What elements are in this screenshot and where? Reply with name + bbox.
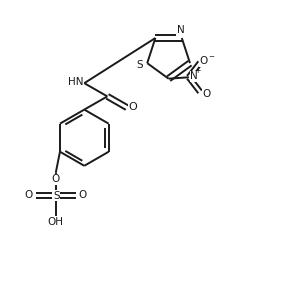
Text: O: O	[129, 102, 138, 112]
Text: O: O	[51, 174, 59, 184]
Text: O: O	[79, 190, 87, 200]
Text: O: O	[25, 190, 33, 200]
Text: O: O	[202, 89, 210, 99]
Text: S: S	[53, 191, 60, 201]
Text: OH: OH	[48, 217, 64, 227]
Text: HN: HN	[67, 77, 83, 87]
Text: N: N	[190, 71, 198, 81]
Text: O$^-$: O$^-$	[200, 55, 216, 66]
Text: N: N	[176, 25, 184, 35]
Text: +: +	[195, 66, 201, 75]
Text: S: S	[136, 60, 143, 70]
